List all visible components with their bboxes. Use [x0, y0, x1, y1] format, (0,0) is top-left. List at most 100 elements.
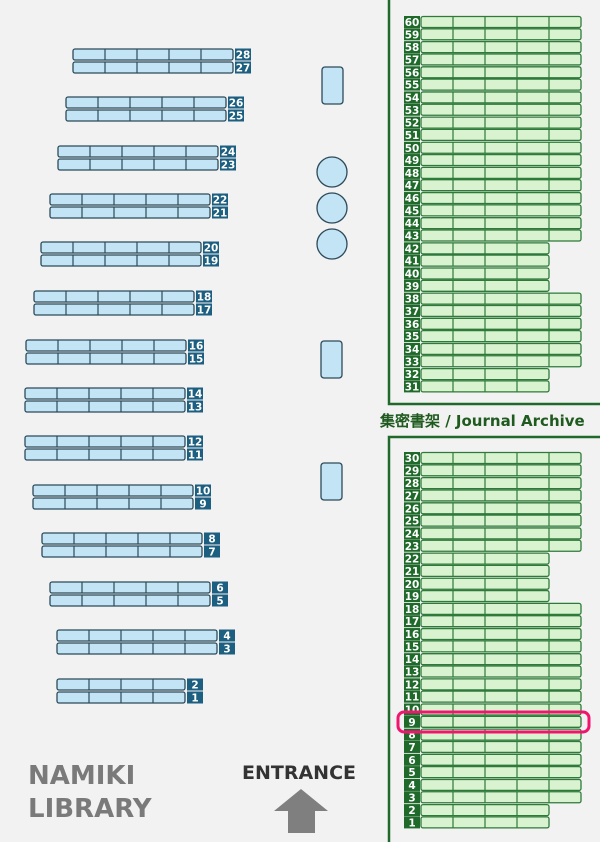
shelf-archive-57[interactable]: 57: [404, 53, 582, 66]
shelf-archive-7[interactable]: 7: [404, 740, 582, 754]
shelf-archive-33[interactable]: 33: [404, 355, 582, 368]
shelf-archive-48[interactable]: 48: [404, 166, 582, 180]
shelf-archive-1[interactable]: 1: [404, 816, 550, 829]
shelf-general-14[interactable]: 14: [24, 387, 203, 401]
shelf-archive-60[interactable]: 60: [404, 15, 582, 29]
shelf-archive-13[interactable]: 13: [404, 665, 582, 679]
shelf-general-19[interactable]: 19: [40, 254, 219, 268]
shelf-archive-2[interactable]: 2: [404, 803, 550, 817]
shelf-archive-34[interactable]: 34: [404, 342, 582, 356]
shelf-archive-37[interactable]: 37: [404, 304, 582, 318]
shelf-general-5[interactable]: 5: [49, 594, 228, 608]
shelf-archive-53[interactable]: 53: [404, 103, 582, 117]
shelf-number: 41: [405, 256, 420, 268]
shelf-general-4[interactable]: 4: [56, 629, 235, 643]
shelf-number-badge: [404, 715, 420, 728]
shelf-general-27[interactable]: 27: [72, 61, 251, 75]
shelf-archive-14[interactable]: 14: [404, 653, 582, 666]
shelf-number-badge: [404, 590, 420, 603]
shelf-archive-15[interactable]: 15: [404, 640, 582, 653]
shelf-archive-29[interactable]: 29: [404, 464, 582, 477]
shelf-general-15[interactable]: 15: [25, 352, 204, 366]
shelf-archive-41[interactable]: 41: [404, 254, 550, 268]
shelf-archive-10[interactable]: 10: [404, 703, 582, 717]
shelf-general-17[interactable]: 17: [33, 303, 212, 317]
shelf-general-20[interactable]: 20: [40, 241, 219, 255]
shelf-archive-20[interactable]: 20: [404, 577, 550, 591]
shelf-number: 9: [408, 717, 415, 729]
shelf-general-24[interactable]: 24: [57, 145, 236, 159]
shelf-archive-42[interactable]: 42: [404, 242, 550, 255]
shelf-archive-25[interactable]: 25: [404, 514, 582, 528]
shelf-general-6[interactable]: 6: [49, 581, 228, 595]
shelf-archive-5[interactable]: 5: [404, 765, 582, 779]
shelf-archive-11[interactable]: 11: [404, 690, 582, 704]
shelf-archive-46[interactable]: 46: [404, 191, 582, 205]
shelf-archive-51[interactable]: 51: [404, 128, 582, 142]
shelf-general-21[interactable]: 21: [49, 206, 228, 220]
shelf-archive-38[interactable]: 38: [404, 292, 582, 306]
shelf-archive-9[interactable]: 9: [404, 715, 582, 729]
shelf-number-badge: [404, 778, 420, 791]
shelf-archive-19[interactable]: 19: [404, 589, 550, 603]
shelf-archive-59[interactable]: 59: [404, 28, 582, 41]
shelf-general-18[interactable]: 18: [33, 290, 212, 304]
shelf-archive-56[interactable]: 56: [404, 66, 582, 79]
shelf-archive-4[interactable]: 4: [404, 778, 582, 792]
shelf-archive-49[interactable]: 49: [404, 153, 582, 167]
shelf-archive-6[interactable]: 6: [404, 753, 582, 767]
shelf-archive-17[interactable]: 17: [404, 615, 582, 628]
shelf-body: [420, 317, 582, 330]
shelf-archive-24[interactable]: 24: [404, 527, 582, 540]
shelf-general-16[interactable]: 16: [25, 339, 204, 353]
shelf-archive-23[interactable]: 23: [404, 539, 582, 553]
shelf-archive-54[interactable]: 54: [404, 91, 582, 104]
shelf-archive-16[interactable]: 16: [404, 627, 582, 641]
shelf-archive-3[interactable]: 3: [404, 791, 582, 804]
shelf-archive-18[interactable]: 18: [404, 602, 582, 616]
shelf-archive-55[interactable]: 55: [404, 78, 582, 92]
shelf-general-11[interactable]: 11: [24, 448, 203, 462]
shelf-general-8[interactable]: 8: [41, 532, 220, 546]
shelf-archive-31[interactable]: 31: [404, 380, 550, 393]
shelf-archive-35[interactable]: 35: [404, 329, 582, 343]
shelf-number: 8: [408, 730, 415, 742]
shelf-general-26[interactable]: 26: [65, 96, 244, 110]
shelf-archive-45[interactable]: 45: [404, 204, 582, 217]
shelf-archive-22[interactable]: 22: [404, 552, 550, 566]
shelf-archive-21[interactable]: 21: [404, 564, 550, 578]
shelf-general-23[interactable]: 23: [57, 158, 236, 172]
shelf-body: [420, 753, 582, 766]
shelf-general-3[interactable]: 3: [56, 642, 235, 656]
shelf-general-2[interactable]: 2: [56, 678, 203, 692]
shelf-number-badge: [404, 355, 420, 368]
shelf-archive-43[interactable]: 43: [404, 229, 582, 243]
shelf-number: 58: [405, 42, 420, 54]
shelf-archive-50[interactable]: 50: [404, 141, 582, 155]
shelf-general-9[interactable]: 9: [32, 497, 211, 511]
shelf-general-1[interactable]: 1: [56, 691, 203, 705]
shelf-archive-32[interactable]: 32: [404, 367, 550, 381]
shelf-general-22[interactable]: 22: [49, 193, 228, 207]
shelf-general-10[interactable]: 10: [32, 484, 211, 498]
shelf-general-25[interactable]: 25: [65, 109, 244, 123]
shelf-archive-28[interactable]: 28: [404, 476, 582, 490]
shelf-number-badge: [187, 387, 203, 400]
shelf-archive-44[interactable]: 44: [404, 217, 582, 230]
shelf-archive-36[interactable]: 36: [404, 317, 582, 331]
shelf-archive-40[interactable]: 40: [404, 267, 550, 281]
shelf-archive-27[interactable]: 27: [404, 489, 582, 502]
shelf-archive-26[interactable]: 26: [404, 502, 582, 515]
shelf-general-28[interactable]: 28: [72, 48, 251, 62]
shelf-number: 25: [405, 516, 420, 528]
shelf-number-badge: [404, 690, 420, 703]
shelf-archive-39[interactable]: 39: [404, 279, 550, 293]
shelf-general-7[interactable]: 7: [41, 545, 220, 559]
shelf-general-12[interactable]: 12: [24, 435, 203, 449]
shelf-archive-47[interactable]: 47: [404, 179, 582, 192]
shelf-general-13[interactable]: 13: [24, 400, 203, 414]
shelf-archive-58[interactable]: 58: [404, 41, 582, 54]
shelf-archive-12[interactable]: 12: [404, 678, 582, 691]
shelf-archive-30[interactable]: 30: [404, 451, 582, 465]
shelf-archive-52[interactable]: 52: [404, 116, 582, 130]
